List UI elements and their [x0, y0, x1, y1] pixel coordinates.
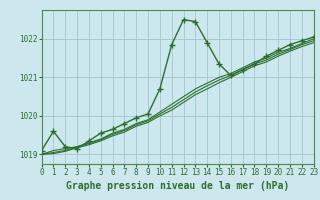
X-axis label: Graphe pression niveau de la mer (hPa): Graphe pression niveau de la mer (hPa): [66, 181, 289, 191]
